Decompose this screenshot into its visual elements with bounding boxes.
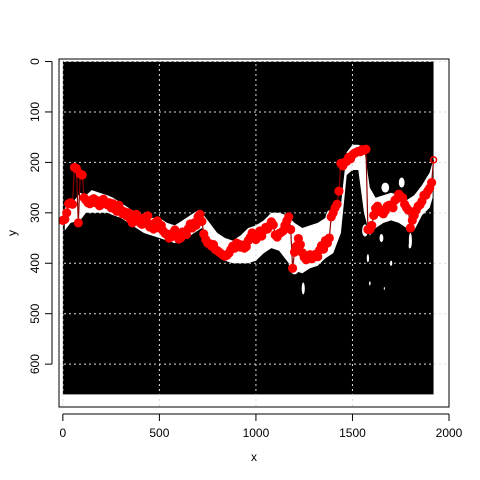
data-point-160	[367, 220, 377, 231]
ridge-blob-13	[383, 286, 385, 290]
ridge-blob-5	[381, 182, 390, 193]
data-point-2	[62, 208, 72, 218]
x-axis-title: x	[251, 450, 257, 464]
y-tick-label-300: 300	[28, 202, 42, 222]
data-point-171	[388, 203, 398, 213]
ridge-blob-6	[398, 177, 405, 188]
ridge-points	[59, 144, 438, 273]
plot-area	[59, 59, 449, 407]
x-tick-label-1000: 1000	[243, 426, 270, 440]
plot-frame	[58, 58, 450, 408]
data-point-119	[288, 263, 298, 273]
data-point-157	[361, 144, 371, 154]
ridge-blob-10	[366, 254, 370, 263]
data-point-142	[332, 199, 342, 209]
y-tick-label-0: 0	[28, 58, 42, 65]
x-axis: 0 500 1000 1500 2000	[60, 413, 463, 440]
data-point-117	[284, 212, 294, 222]
y-tick-label-400: 400	[28, 253, 42, 273]
data-point-192	[429, 156, 438, 164]
y-axis-title: y	[5, 230, 19, 236]
image-raster	[62, 61, 434, 395]
x-tick-label-2000: 2000	[436, 426, 463, 440]
x-tick-label-1500: 1500	[339, 426, 366, 440]
data-point-143	[334, 186, 344, 196]
y-tick-label-100: 100	[28, 102, 42, 122]
segment-5	[71, 167, 76, 205]
ridge-blob-14	[408, 242, 411, 249]
x-tick-label-0: 0	[60, 426, 67, 440]
data-point-5	[67, 199, 78, 209]
data-point-72	[197, 216, 207, 226]
data-point-180	[405, 223, 415, 233]
data-point-123	[295, 240, 305, 250]
ridge-blob-9	[379, 234, 384, 243]
data-point-44	[143, 211, 153, 221]
data-point-118	[286, 224, 296, 235]
segment-7	[75, 168, 79, 223]
segment-157	[365, 149, 369, 230]
data-point-191	[427, 177, 437, 188]
data-point-10	[77, 170, 87, 180]
segment-8	[77, 173, 81, 223]
y-tick-label-500: 500	[28, 303, 42, 323]
ridge-blob-12	[369, 281, 371, 286]
ridge-blob-8	[301, 282, 305, 295]
ridge-blob-11	[389, 260, 393, 266]
y-tick-label-200: 200	[28, 152, 42, 172]
x-tick-label-500: 500	[149, 426, 169, 440]
data-point-109	[268, 220, 278, 230]
grid	[59, 59, 449, 407]
y-axis: 0 100 200 300 400 500 600	[28, 58, 53, 374]
data-point-8	[73, 218, 83, 228]
data-point-138	[324, 233, 334, 243]
y-tick-label-600: 600	[28, 354, 42, 374]
